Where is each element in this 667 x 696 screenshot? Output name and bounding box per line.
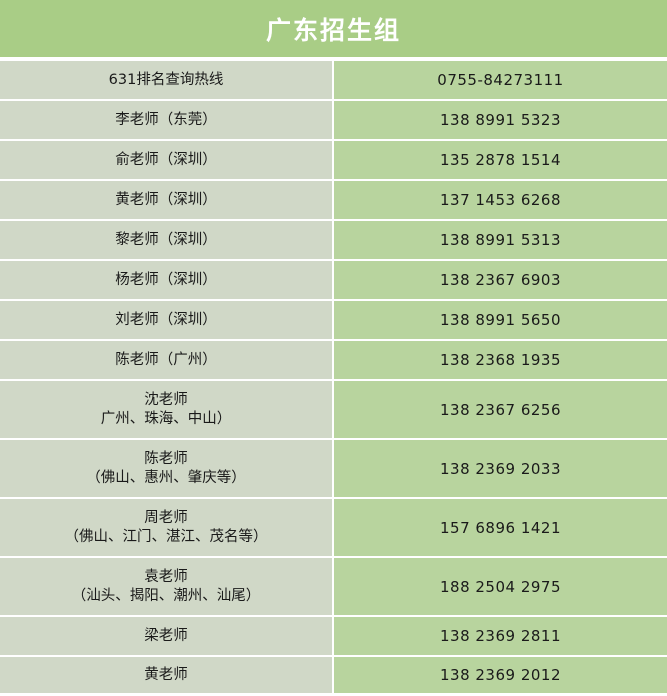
contact-name: 黄老师（深圳） (115, 191, 217, 208)
header-bar: 广东招生组 (0, 0, 667, 57)
contact-region: （佛山、江门、湛江、茂名等） (64, 528, 268, 545)
contact-name: 黄老师 (144, 666, 188, 683)
phone-cell: 138 8991 5650 (334, 301, 667, 339)
phone-cell: 157 6896 1421 (334, 499, 667, 556)
phone-cell: 0755-84273111 (334, 61, 667, 99)
phone-number[interactable]: 138 2368 1935 (439, 351, 561, 369)
contact-table: 631排名查询热线 0755-84273111 李老师（东莞） 138 8991… (0, 61, 667, 695)
table-row: 黄老师 138 2369 2012 (0, 657, 667, 695)
phone-number[interactable]: 138 2367 6256 (439, 400, 561, 419)
phone-number[interactable]: 138 2369 2033 (439, 459, 561, 478)
phone-number[interactable]: 138 8991 5650 (439, 311, 561, 329)
phone-cell: 135 2878 1514 (334, 141, 667, 179)
phone-cell: 138 2369 2012 (334, 657, 667, 693)
contact-name: 陈老师 (144, 450, 188, 467)
contact-name-cell: 刘老师（深圳） (0, 301, 334, 339)
phone-number[interactable]: 138 2367 6903 (439, 271, 561, 289)
phone-cell: 137 1453 6268 (334, 181, 667, 219)
contact-region: （佛山、惠州、肇庆等） (86, 469, 246, 486)
contact-region: （汕头、揭阳、潮州、汕尾） (71, 587, 261, 604)
phone-cell: 138 2367 6903 (334, 261, 667, 299)
phone-number[interactable]: 0755-84273111 (437, 71, 564, 89)
phone-number[interactable]: 135 2878 1514 (439, 151, 561, 169)
contact-name: 梁老师 (144, 627, 188, 644)
contact-name: 刘老师（深圳） (115, 311, 217, 328)
phone-cell: 188 2504 2975 (334, 558, 667, 615)
phone-number[interactable]: 138 8991 5323 (439, 111, 561, 129)
contact-name-cell: 杨老师（深圳） (0, 261, 334, 299)
table-row: 陈老师 （佛山、惠州、肇庆等） 138 2369 2033 (0, 440, 667, 499)
phone-cell: 138 2367 6256 (334, 381, 667, 438)
phone-number[interactable]: 188 2504 2975 (439, 577, 561, 596)
contact-name-cell: 周老师 （佛山、江门、湛江、茂名等） (0, 499, 334, 556)
contact-name-cell: 俞老师（深圳） (0, 141, 334, 179)
contact-name: 李老师（东莞） (115, 111, 217, 128)
contact-name: 周老师 (144, 509, 188, 526)
table-row: 沈老师 广州、珠海、中山） 138 2367 6256 (0, 381, 667, 440)
table-row: 袁老师 （汕头、揭阳、潮州、汕尾） 188 2504 2975 (0, 558, 667, 617)
contact-name-cell: 沈老师 广州、珠海、中山） (0, 381, 334, 438)
contact-name: 陈老师（广州） (115, 351, 217, 368)
table-row: 梁老师 138 2369 2811 (0, 617, 667, 657)
contact-name-cell: 黄老师（深圳） (0, 181, 334, 219)
table-row: 俞老师（深圳） 135 2878 1514 (0, 141, 667, 181)
phone-cell: 138 8991 5323 (334, 101, 667, 139)
contact-name-cell: 黄老师 (0, 657, 334, 693)
contact-name-cell: 陈老师（广州） (0, 341, 334, 379)
phone-number[interactable]: 138 8991 5313 (439, 231, 561, 249)
phone-cell: 138 2369 2811 (334, 617, 667, 655)
contact-region: 广州、珠海、中山） (100, 410, 232, 427)
header-title: 广东招生组 (265, 15, 401, 45)
contact-name-cell: 黎老师（深圳） (0, 221, 334, 259)
table-row: 陈老师（广州） 138 2368 1935 (0, 341, 667, 381)
table-row: 李老师（东莞） 138 8991 5323 (0, 101, 667, 141)
contact-name: 沈老师 (144, 391, 188, 408)
contact-name: 袁老师 (144, 568, 188, 585)
table-row: 黄老师（深圳） 137 1453 6268 (0, 181, 667, 221)
table-row: 刘老师（深圳） 138 8991 5650 (0, 301, 667, 341)
table-row: 周老师 （佛山、江门、湛江、茂名等） 157 6896 1421 (0, 499, 667, 558)
contact-name: 俞老师（深圳） (115, 151, 217, 168)
phone-cell: 138 2368 1935 (334, 341, 667, 379)
phone-number[interactable]: 138 2369 2811 (439, 627, 561, 645)
table-row: 杨老师（深圳） 138 2367 6903 (0, 261, 667, 301)
contact-name-cell: 袁老师 （汕头、揭阳、潮州、汕尾） (0, 558, 334, 615)
phone-number[interactable]: 137 1453 6268 (439, 191, 561, 209)
table-row: 631排名查询热线 0755-84273111 (0, 61, 667, 101)
phone-cell: 138 2369 2033 (334, 440, 667, 497)
table-row: 黎老师（深圳） 138 8991 5313 (0, 221, 667, 261)
contact-name: 杨老师（深圳） (115, 271, 217, 288)
contact-name-cell: 李老师（东莞） (0, 101, 334, 139)
phone-number[interactable]: 138 2369 2012 (439, 666, 561, 684)
phone-cell: 138 8991 5313 (334, 221, 667, 259)
contact-name-cell: 梁老师 (0, 617, 334, 655)
contact-name-cell: 631排名查询热线 (0, 61, 334, 99)
contact-name: 黎老师（深圳） (115, 231, 217, 248)
contact-name: 631排名查询热线 (108, 71, 224, 88)
contact-name-cell: 陈老师 （佛山、惠州、肇庆等） (0, 440, 334, 497)
phone-number[interactable]: 157 6896 1421 (439, 518, 561, 537)
